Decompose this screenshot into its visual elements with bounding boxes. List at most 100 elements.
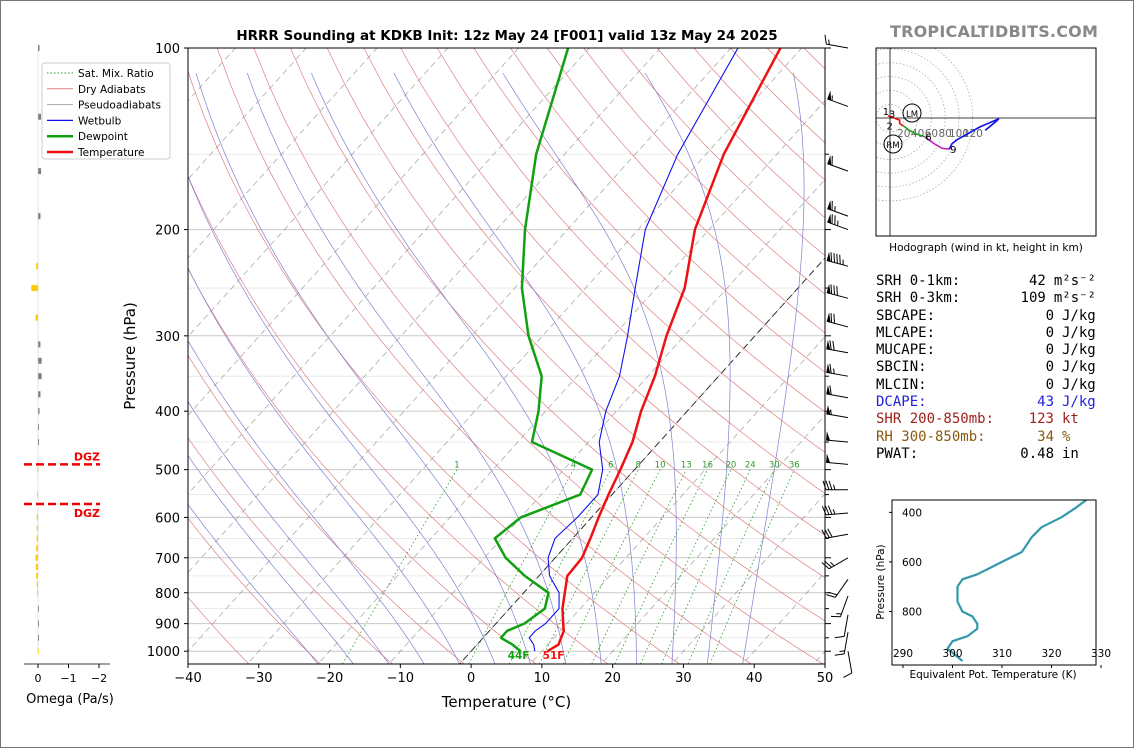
barb-staff: [827, 208, 849, 217]
omega-tick-label: −2: [91, 672, 107, 685]
omega-bar: [38, 45, 40, 51]
wind-barb: [826, 251, 849, 267]
hodo-ring-label: 100: [949, 128, 969, 140]
thetae-x-tick-label: 310: [992, 648, 1012, 660]
stat-unit: J/kg: [1062, 307, 1096, 324]
mixing-ratio-label: 6: [608, 461, 613, 471]
barb-flag: [826, 340, 831, 350]
stat-label: SRH 0-3km:: [876, 290, 961, 307]
stat-value: 123: [1028, 411, 1054, 428]
mixing-ratio-label: 30: [769, 461, 780, 471]
legend-label: Pseudoadiabats: [78, 100, 161, 112]
omega-bar: [36, 581, 38, 588]
stat-row: DCAPE: 43 J/kg: [876, 394, 1096, 411]
dry-adiabat: [216, 48, 752, 664]
hodo-height-label: 3: [889, 110, 895, 121]
barb-flag: [827, 90, 832, 101]
wind-barb: [826, 385, 849, 399]
barb-full: [836, 285, 838, 296]
x-tick-label: −20: [316, 671, 343, 686]
pseudoadiabat: [195, 72, 531, 664]
barb-half: [830, 561, 835, 567]
mixing-ratio-line: [640, 469, 732, 664]
skewt-panel: 1 4 6 8 10 13 16 20 24 30 36 44F 51F −40 −30 −20 −10 0 10 2…: [41, 42, 834, 711]
stat-row: MLCAPE: 0 J/kg: [876, 325, 1096, 342]
omega-tick-label: 0: [35, 672, 42, 685]
barb-full: [824, 34, 827, 45]
isotherm-line: [388, 178, 825, 664]
omega-bar: [31, 285, 38, 292]
omega-tick-label: −1: [60, 672, 76, 685]
stat-row: SBCAPE: 0 J/kg: [876, 308, 1096, 325]
barb-full: [834, 215, 836, 225]
dry-adiabat: [188, 175, 609, 664]
legend-label: Temperature: [77, 147, 145, 159]
omega-bar: [38, 439, 39, 446]
stat-unit: J/kg: [1062, 342, 1096, 359]
omega-bar: [36, 535, 38, 542]
mixing-ratio-line: [342, 469, 458, 664]
wind-barb: [826, 404, 849, 419]
x-tick-label: 50: [817, 671, 834, 686]
stat-unit: J/kg: [1062, 324, 1096, 341]
wind-barb: [826, 283, 849, 299]
omega-bar: [36, 572, 38, 579]
mixing-ratio-label: 24: [745, 461, 756, 471]
isotherm-line: [188, 48, 378, 259]
stat-label: MLCIN:: [876, 376, 927, 393]
dry-adiabat: [188, 267, 537, 664]
stat-label: MUCAPE:: [876, 342, 936, 359]
pseudoadiabat: [644, 72, 731, 664]
y-tick-label: 900: [155, 618, 180, 633]
dry-adiabat: [436, 48, 825, 453]
dry-adiabat: [188, 437, 393, 664]
barb-full: [821, 506, 827, 516]
barb-half: [831, 95, 833, 101]
stat-value: 42: [1028, 273, 1046, 289]
chart-title: HRRR Sounding at KDKB Init: 12z May 24 […: [236, 28, 777, 44]
barb-full: [821, 529, 827, 539]
stat-unit: J/kg: [1062, 394, 1096, 411]
stat-row: SRH 0-1km: 42 m²s⁻²: [876, 273, 1096, 290]
pseudoadiabat: [188, 175, 496, 664]
legend-label: Dewpoint: [78, 131, 128, 143]
pseudoadiabat: [502, 72, 677, 664]
dry-adiabat: [546, 48, 825, 334]
barb-half: [828, 39, 830, 45]
stat-label: MLCAPE:: [876, 324, 936, 341]
mixing-ratio-label: 8: [636, 461, 641, 471]
wind-barbs: [821, 34, 853, 678]
stat-label: DCAPE:: [876, 394, 927, 411]
stat-label: PWAT:: [876, 445, 919, 462]
x-tick-label: −30: [245, 671, 272, 686]
hodo-height-label: 2: [886, 122, 892, 133]
wind-barb: [826, 431, 849, 443]
stat-row: SBCIN: 0 J/kg: [876, 359, 1096, 376]
barb-flag: [826, 453, 831, 463]
thetae-frame: [891, 499, 1097, 666]
legend-label: Sat. Mix. Ratio: [78, 68, 154, 80]
barb-full: [843, 672, 853, 678]
mixing-ratio-line: [687, 469, 775, 664]
wind-barb: [827, 213, 849, 231]
mixing-ratio-line: [614, 469, 708, 664]
wind-barb: [821, 528, 849, 539]
pseudoadiabat: [188, 339, 425, 664]
pseudoadiabat: [393, 72, 637, 664]
barb-half: [833, 484, 836, 490]
wind-barb: [827, 90, 849, 107]
stat-label: SBCAPE:: [876, 307, 936, 324]
barb-full: [833, 253, 835, 263]
thetae-x-tick-label: 290: [893, 648, 913, 660]
stat-value: 0: [1045, 342, 1054, 359]
pseudoadiabat: [310, 72, 602, 664]
pseudoadiabat: [188, 503, 319, 664]
dry-adiabat: [363, 48, 825, 536]
x-tick-label: 10: [534, 671, 551, 686]
barb-full: [824, 560, 832, 568]
barb-full: [830, 252, 833, 262]
barb-staff: [826, 512, 849, 516]
omega-bar: [38, 113, 42, 120]
